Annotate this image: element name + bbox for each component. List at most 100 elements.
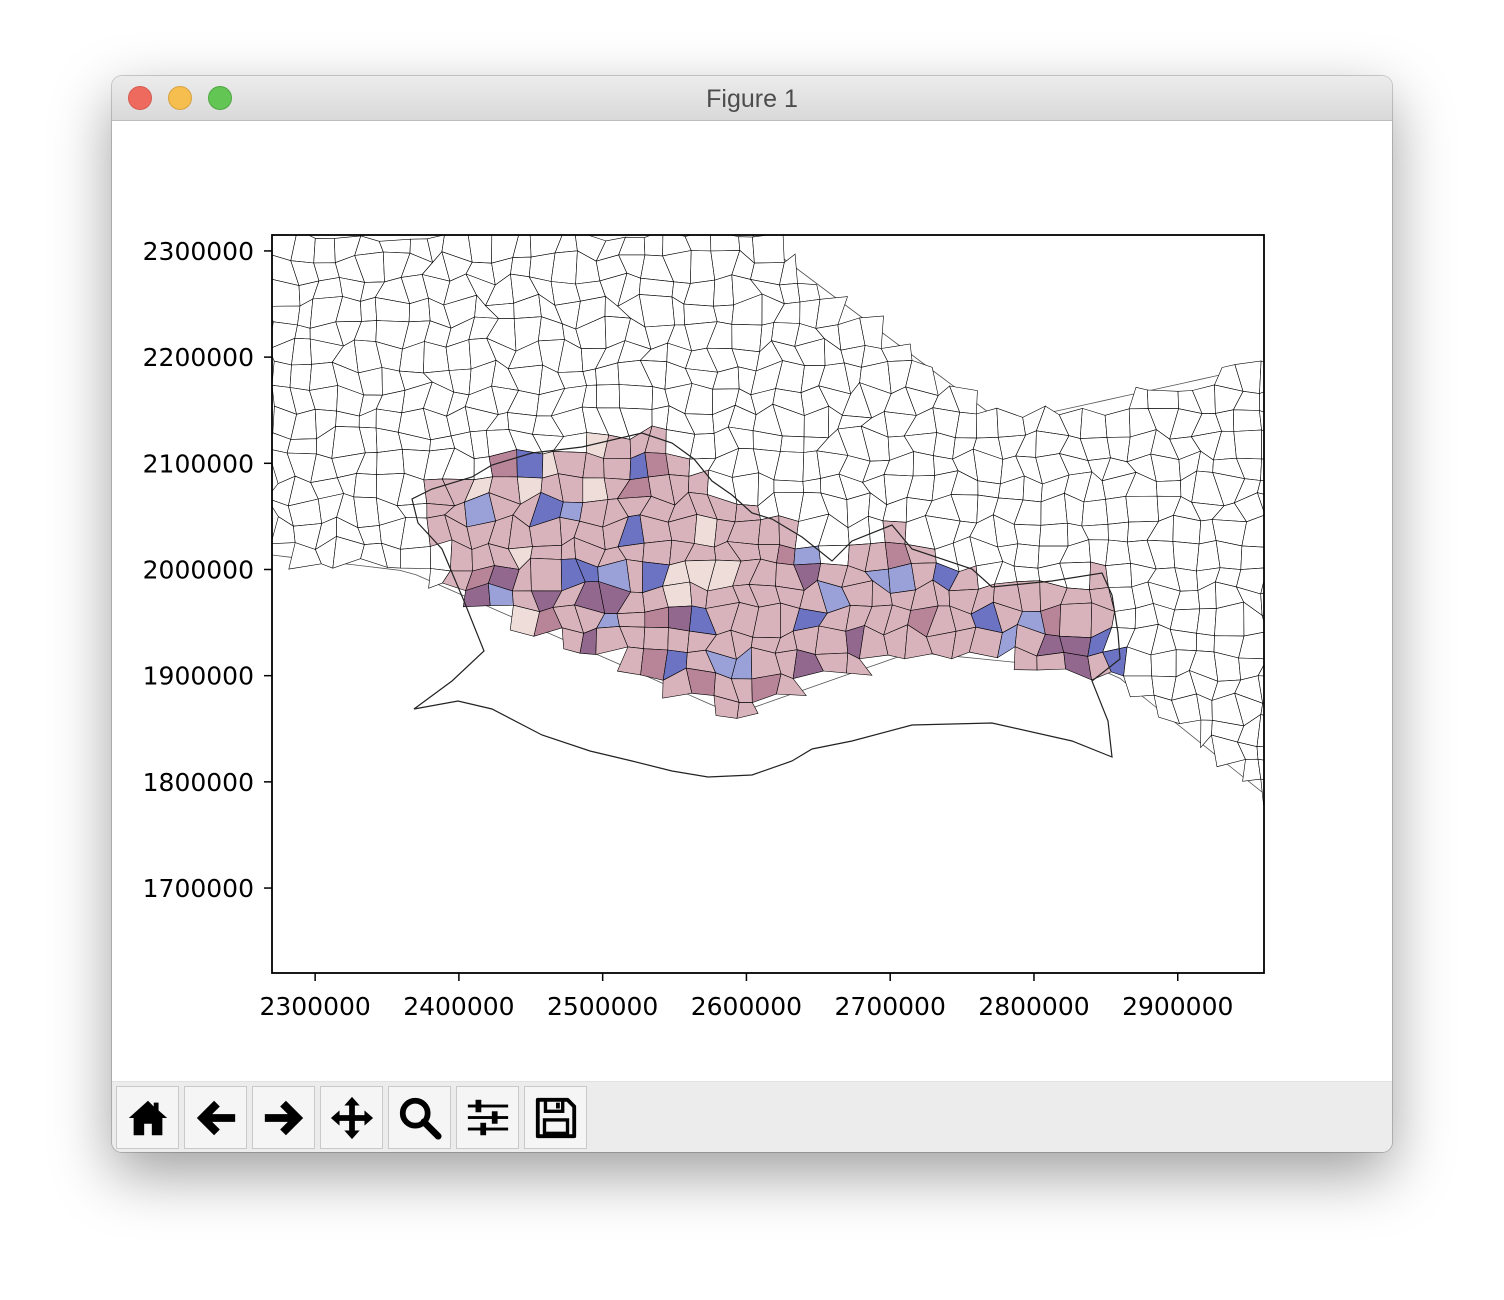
region	[1265, 536, 1278, 568]
region	[1261, 429, 1264, 460]
x-tick-label: 2400000	[403, 992, 514, 1021]
region-highlighted	[644, 452, 670, 478]
axes-frame	[271, 234, 1265, 974]
region-highlighted	[757, 515, 780, 546]
region	[1240, 545, 1264, 570]
region	[1257, 675, 1264, 704]
y-tick-label: 1700000	[143, 874, 254, 903]
close-window-button[interactable]	[128, 86, 152, 110]
region	[1233, 492, 1264, 523]
region-highlighted	[662, 581, 693, 608]
region	[1081, 498, 1109, 527]
region-highlighted	[736, 702, 759, 719]
region-highlighted	[642, 539, 673, 566]
region	[353, 473, 377, 499]
region	[752, 235, 785, 264]
region	[400, 546, 432, 569]
y-tick-label: 1800000	[143, 768, 254, 797]
y-tick-label: 2000000	[143, 555, 254, 584]
region	[353, 496, 380, 529]
region	[1259, 391, 1264, 413]
floppy-disk-icon	[535, 1097, 576, 1138]
y-axis: 1700000 1800000 1900000 2000000 2100000 22000…	[143, 237, 272, 903]
forward-button[interactable]	[252, 1086, 315, 1149]
region	[1107, 521, 1130, 543]
region	[1257, 758, 1264, 781]
region	[1241, 514, 1264, 548]
region	[1260, 592, 1264, 616]
region-highlighted	[530, 557, 563, 592]
region	[638, 277, 675, 298]
region	[683, 303, 718, 326]
region	[360, 297, 378, 322]
x-tick-label: 2700000	[835, 992, 946, 1021]
region	[289, 363, 312, 391]
region-highlighted	[882, 520, 907, 545]
y-tick-label: 2300000	[143, 237, 254, 266]
save-button[interactable]	[524, 1086, 587, 1149]
region	[1169, 608, 1201, 634]
region-highlighted	[603, 458, 632, 481]
region	[1013, 524, 1042, 547]
region	[1259, 410, 1264, 432]
region	[773, 479, 805, 493]
region	[1256, 745, 1264, 761]
region	[618, 384, 654, 410]
region	[1125, 495, 1160, 523]
region	[1267, 625, 1286, 659]
region	[596, 384, 621, 409]
pan-button[interactable]	[320, 1086, 383, 1149]
back-button[interactable]	[184, 1086, 247, 1149]
region-highlighted	[530, 544, 563, 560]
region	[713, 274, 735, 307]
home-button[interactable]	[116, 1086, 179, 1149]
configure-subplots-button[interactable]	[456, 1086, 519, 1149]
region	[1146, 389, 1179, 410]
x-tick-label: 2800000	[978, 992, 1089, 1021]
title-bar[interactable]: Figure 1	[112, 76, 1392, 121]
region-highlighted	[616, 611, 646, 628]
y-tick-label: 1900000	[143, 662, 254, 691]
region	[779, 435, 805, 453]
region	[710, 235, 741, 252]
minimize-window-button[interactable]	[168, 86, 192, 110]
region-highlighted	[846, 652, 873, 676]
region	[797, 282, 821, 303]
map-regions-layer	[272, 235, 1286, 806]
region	[1256, 713, 1264, 748]
map-plot[interactable]: 2300000 2400000 2500000 2600000 2700000 28000…	[112, 121, 1392, 1081]
x-tick-label: 2900000	[1122, 992, 1233, 1021]
region	[1233, 409, 1262, 432]
figure-canvas[interactable]: 2300000 2400000 2500000 2600000 2700000 28000…	[112, 121, 1392, 1081]
region	[291, 337, 312, 366]
region	[638, 294, 676, 328]
region	[1242, 758, 1262, 782]
region	[272, 360, 292, 388]
region	[286, 438, 317, 455]
region	[1259, 360, 1264, 395]
region	[378, 238, 411, 254]
region-highlighted	[776, 673, 807, 696]
move-icon	[330, 1096, 373, 1139]
region	[1038, 522, 1069, 547]
region	[376, 448, 405, 475]
region	[933, 432, 956, 460]
region	[1105, 539, 1131, 567]
region	[1257, 664, 1264, 677]
x-axis: 2300000 2400000 2500000 2600000 2700000 28000…	[259, 973, 1233, 1021]
region	[510, 256, 532, 278]
maximize-window-button[interactable]	[208, 86, 232, 110]
region-highlighted	[667, 627, 690, 653]
region-highlighted	[734, 503, 761, 523]
region-highlighted	[888, 563, 916, 594]
region	[996, 407, 1026, 438]
region	[1233, 429, 1262, 460]
region	[1196, 608, 1217, 637]
region	[1215, 540, 1243, 570]
region	[467, 235, 493, 264]
zoom-button[interactable]	[388, 1086, 451, 1149]
region	[1105, 495, 1130, 525]
region-highlighted	[643, 626, 669, 651]
region	[1013, 543, 1040, 569]
region	[1088, 539, 1109, 567]
